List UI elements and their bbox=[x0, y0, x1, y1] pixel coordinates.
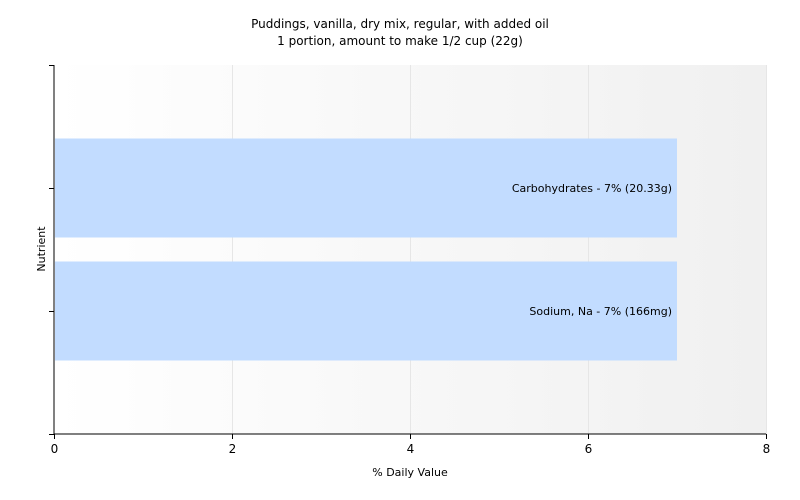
x-tick-label: 4 bbox=[407, 442, 415, 456]
y-axis-label: Nutrient bbox=[35, 226, 48, 272]
bars: Carbohydrates - 7% (20.33g) Sodium, Na - … bbox=[55, 138, 677, 361]
x-tick-label: 2 bbox=[229, 442, 237, 456]
chart-subtitle: 1 portion, amount to make 1/2 cup (22g) bbox=[277, 34, 523, 48]
x-tick-label: 8 bbox=[763, 442, 771, 456]
bar bbox=[55, 261, 677, 361]
x-axis-label: % Daily Value bbox=[372, 466, 448, 479]
x-tick-label: 6 bbox=[585, 442, 593, 456]
x-tick-label: 0 bbox=[51, 442, 59, 456]
ticks: 0 2 4 6 8 bbox=[49, 65, 771, 456]
bar bbox=[55, 138, 677, 238]
chart-title: Puddings, vanilla, dry mix, regular, wit… bbox=[251, 17, 549, 31]
bar-data-label: Carbohydrates - 7% (20.33g) bbox=[512, 182, 672, 195]
gridlines bbox=[232, 65, 767, 434]
bar-data-label: Sodium, Na - 7% (166mg) bbox=[529, 305, 672, 318]
